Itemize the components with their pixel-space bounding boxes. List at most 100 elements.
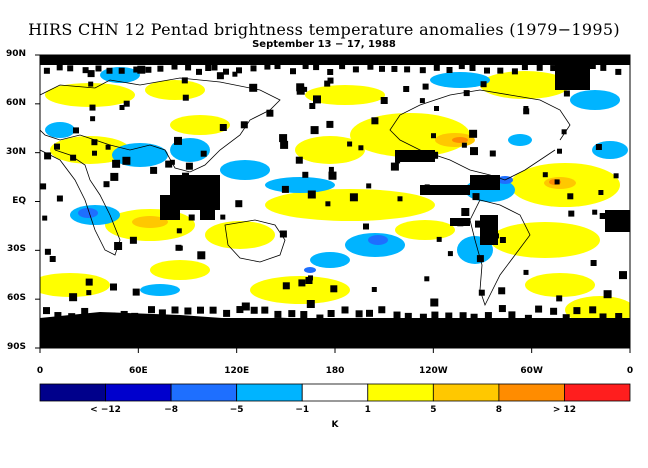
colorbar-swatch [432, 383, 500, 402]
missing-data-cell [249, 83, 258, 92]
longitude-label: 180 [325, 366, 345, 376]
missing-data-cell [250, 65, 257, 72]
missing-data-cell [118, 67, 125, 74]
latitude-label: 90N [5, 49, 26, 59]
missing-data-cell [461, 208, 470, 216]
missing-data-cell [339, 63, 346, 70]
missing-data-cell [371, 117, 379, 125]
missing-data-cell [282, 282, 290, 290]
missing-data-cell [88, 81, 94, 87]
missing-data-cell [616, 219, 625, 228]
missing-data-cell [445, 312, 453, 320]
missing-data-cell [330, 285, 338, 293]
longitude-label: 60W [520, 366, 543, 376]
missing-data-cell [598, 190, 604, 195]
missing-data-cell [300, 311, 308, 319]
missing-data-cell [112, 159, 121, 168]
missing-data-cell [563, 90, 570, 97]
missing-data-cell [430, 298, 439, 307]
missing-data-cell [419, 98, 425, 104]
missing-data-cell [171, 306, 179, 314]
missing-data-cell [188, 214, 195, 221]
missing-data-cell [131, 312, 139, 320]
missing-data-cell [595, 144, 602, 150]
missing-data-cell [92, 150, 97, 156]
latitude-label: 30N [5, 146, 26, 157]
missing-data-cell [165, 160, 173, 168]
missing-data-cell [250, 306, 258, 314]
missing-data-cell [70, 154, 77, 161]
missing-data-cell [422, 83, 429, 90]
missing-data-cell [42, 215, 48, 221]
missing-data-cell [459, 312, 467, 320]
missing-data-cell [54, 143, 60, 150]
missing-data-cell [419, 313, 427, 321]
missing-data-cell [81, 307, 89, 315]
missing-data-cell [433, 64, 440, 71]
missing-data-cell [469, 64, 476, 71]
missing-data-cell [85, 278, 93, 286]
longitude-ticks [39, 348, 631, 353]
latitude-label: 60S [6, 293, 26, 304]
missing-data-cell [236, 67, 242, 74]
missing-data-cell [105, 144, 111, 150]
missing-data-cell [431, 151, 439, 159]
missing-data-cell [329, 172, 337, 180]
missing-data-cell [589, 63, 596, 70]
colorbar-swatch [105, 383, 172, 402]
missing-data-cell [326, 120, 334, 128]
missing-data-cell [89, 104, 96, 111]
missing-data-cell [535, 305, 543, 313]
missing-data-cell [87, 70, 95, 78]
missing-data-cell [305, 277, 313, 284]
missing-data-cell [484, 67, 490, 74]
missing-data-cell [328, 166, 334, 172]
missing-data-cell [120, 310, 128, 318]
missing-data-cell [497, 67, 504, 74]
missing-data-cell [542, 172, 548, 178]
missing-data-cell [489, 150, 496, 157]
missing-data-cell [480, 81, 487, 88]
missing-data-cell [158, 309, 166, 317]
missing-data-cell [182, 94, 189, 101]
missing-data-cell [185, 64, 192, 71]
missing-data-cell [556, 295, 563, 302]
missing-data-cell [431, 133, 436, 139]
missing-data-cell [523, 269, 529, 275]
missing-data-cell [56, 64, 63, 71]
missing-data-cell [296, 83, 305, 92]
missing-data-cell [91, 139, 98, 146]
colorbar-label: < −12 [90, 405, 121, 415]
missing-data-cell [327, 68, 334, 75]
missing-data-cell [378, 306, 386, 314]
missing-data-cell [197, 306, 204, 314]
missing-data-cell [306, 300, 315, 308]
missing-data-cell [200, 150, 207, 157]
missing-data-cell [209, 306, 217, 314]
missing-data-cell [550, 307, 558, 315]
missing-data-cell [205, 65, 212, 71]
missing-data-cell [424, 276, 430, 282]
missing-data-cell [43, 307, 50, 315]
missing-data-cell [148, 306, 155, 314]
missing-data-cell [313, 64, 320, 71]
missing-data-cell [40, 183, 47, 190]
missing-data-cell [279, 134, 288, 143]
longitude-label: 120W [418, 366, 448, 376]
missing-data-cell [327, 77, 334, 84]
missing-data-cell [123, 100, 130, 107]
missing-data-cell [406, 155, 413, 162]
missing-data-cell [95, 65, 102, 72]
missing-data-cell [600, 64, 607, 71]
missing-data-cell [211, 64, 218, 71]
missing-data-cell [295, 156, 303, 164]
missing-data-cell [352, 66, 359, 73]
missing-data-cell [573, 307, 581, 315]
missing-data-cell [288, 310, 296, 318]
missing-data-cell [106, 67, 113, 74]
missing-data-cell [498, 287, 506, 295]
latitude-label: EQ [12, 195, 26, 206]
missing-data-cell [307, 190, 316, 199]
map-subtitle: September 13 − 17, 1988 [252, 39, 396, 50]
